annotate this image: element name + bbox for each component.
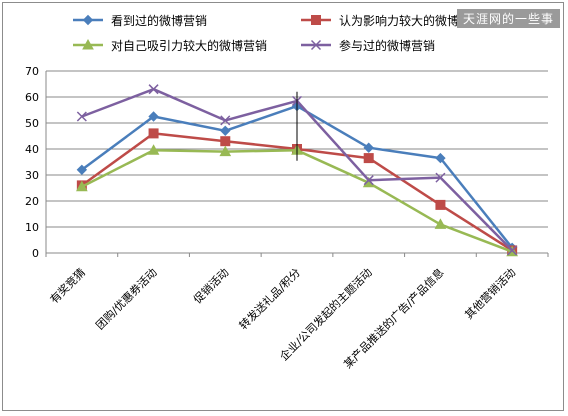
data-point: [220, 136, 231, 147]
data-point: [76, 180, 88, 192]
data-point: [434, 218, 447, 229]
data-point: [435, 199, 446, 210]
data-point: [363, 142, 374, 153]
y-tick-label: 20: [25, 195, 39, 208]
data-point: [507, 245, 518, 256]
x-tick-label: 团购/优惠券活动: [93, 265, 160, 332]
data-point: [76, 111, 87, 122]
legend-marker: [82, 14, 94, 26]
legend-label: 看到过的微博营销: [111, 13, 207, 28]
legend-label: 参与过的微博营销: [339, 38, 435, 53]
y-tick-label: 30: [25, 169, 39, 182]
x-tick-label: 有奖竞猜: [47, 265, 88, 306]
legend-label: 认为影响力较大的微博营销: [339, 13, 483, 28]
data-point: [220, 125, 231, 137]
data-point: [220, 115, 231, 126]
data-point: [435, 152, 446, 164]
data-point: [148, 111, 159, 122]
y-tick-label: 0: [32, 247, 39, 260]
data-point-stroke: [220, 115, 231, 126]
y-tick-label: 40: [25, 143, 39, 156]
data-point: [363, 153, 374, 164]
legend-label: 对自己吸引力较大的微博营销: [111, 38, 267, 53]
data-point: [219, 145, 232, 157]
legend-marker: [310, 39, 322, 51]
data-point-stroke: [507, 245, 518, 256]
data-point-stroke: [363, 175, 374, 186]
x-tick-label: 转发送礼品/积分: [236, 265, 303, 332]
data-point-stroke: [76, 111, 87, 122]
data-point: [363, 175, 374, 186]
legend-marker-stroke: [310, 39, 322, 51]
watermark: 天涯网的一些事: [456, 9, 560, 28]
legend-marker: [82, 38, 94, 50]
data-point: [435, 172, 446, 183]
data-point-stroke: [148, 84, 159, 95]
y-tick-label: 10: [25, 221, 39, 234]
y-tick-label: 70: [25, 65, 39, 78]
y-tick-label: 50: [25, 117, 39, 130]
y-tick-label: 60: [25, 91, 39, 104]
x-tick-label: 其他营销活动: [462, 265, 519, 322]
data-point-stroke: [435, 172, 446, 183]
data-point: [148, 84, 159, 95]
data-point: [148, 128, 159, 139]
data-point: [76, 164, 88, 176]
x-tick-label: 促销活动: [190, 265, 231, 306]
legend-marker: [311, 15, 321, 25]
data-point: [147, 144, 160, 155]
chart-frame: 0 10 20 30 40 50 60 70 有奖竞猜 团购/优惠券活动 促销活动 转发送礼品/积分企…: [2, 2, 564, 411]
